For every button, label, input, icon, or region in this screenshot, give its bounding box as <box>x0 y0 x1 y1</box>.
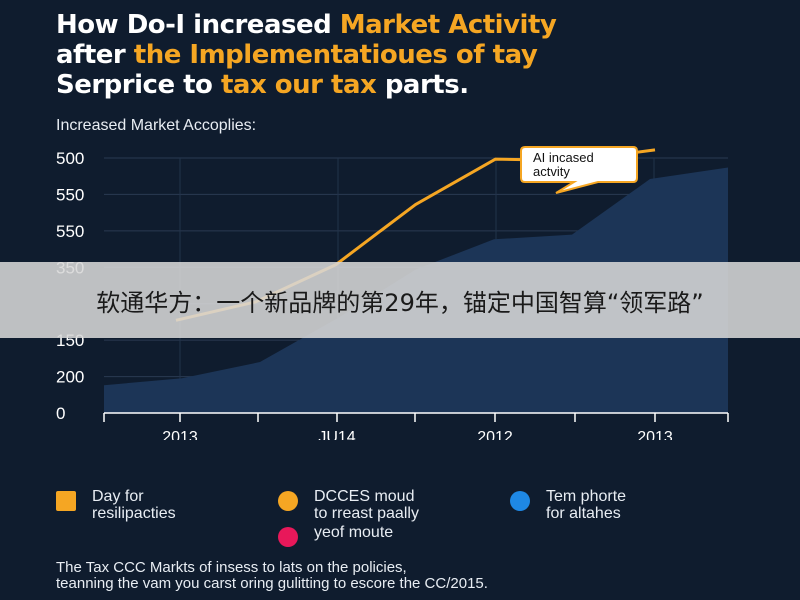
x-axis-ticks: 2013 JU14 2012 2013 <box>103 413 729 440</box>
chart-subtitle: Increased Market Accoplies: <box>56 117 257 134</box>
circle-swatch-icon <box>510 491 530 511</box>
y-tick-label: 0 <box>56 404 65 423</box>
title-line-2: after the Implementatioues of tay <box>56 40 538 70</box>
y-tick-label: 550 <box>56 185 84 204</box>
square-swatch-icon <box>56 491 76 511</box>
footer-note: The Tax CCC Markts of insess to lats on … <box>56 559 488 592</box>
title-line-3: Serprice to tax our tax parts. <box>56 70 469 100</box>
chart-title: How Do-I increased Market Activity after… <box>56 10 776 100</box>
annotation-callout: AI incased actvity <box>520 146 638 194</box>
title-line-1: How Do-I increased Market Activity <box>56 10 557 40</box>
y-tick-label: 500 <box>56 149 84 168</box>
circle-swatch-icon <box>278 527 298 547</box>
callout-line-1: AI incased <box>533 150 594 165</box>
x-tick-label: 2012 <box>477 429 513 440</box>
y-tick-label: 200 <box>56 368 84 387</box>
x-tick-label: 2013 <box>637 429 673 440</box>
x-tick-label: JU14 <box>318 429 355 440</box>
banner-text: 软通华方：一个新品牌的第29年，锚定中国智算“领军路” <box>96 288 704 317</box>
y-tick-label: 550 <box>56 222 84 241</box>
banner-overlay: 软通华方：一个新品牌的第29年，锚定中国智算“领军路” <box>0 262 800 338</box>
circle-swatch-icon <box>278 491 298 511</box>
callout-line-2: actvity <box>533 164 570 179</box>
x-tick-label: 2013 <box>162 429 198 440</box>
callout-bubble <box>520 146 638 194</box>
